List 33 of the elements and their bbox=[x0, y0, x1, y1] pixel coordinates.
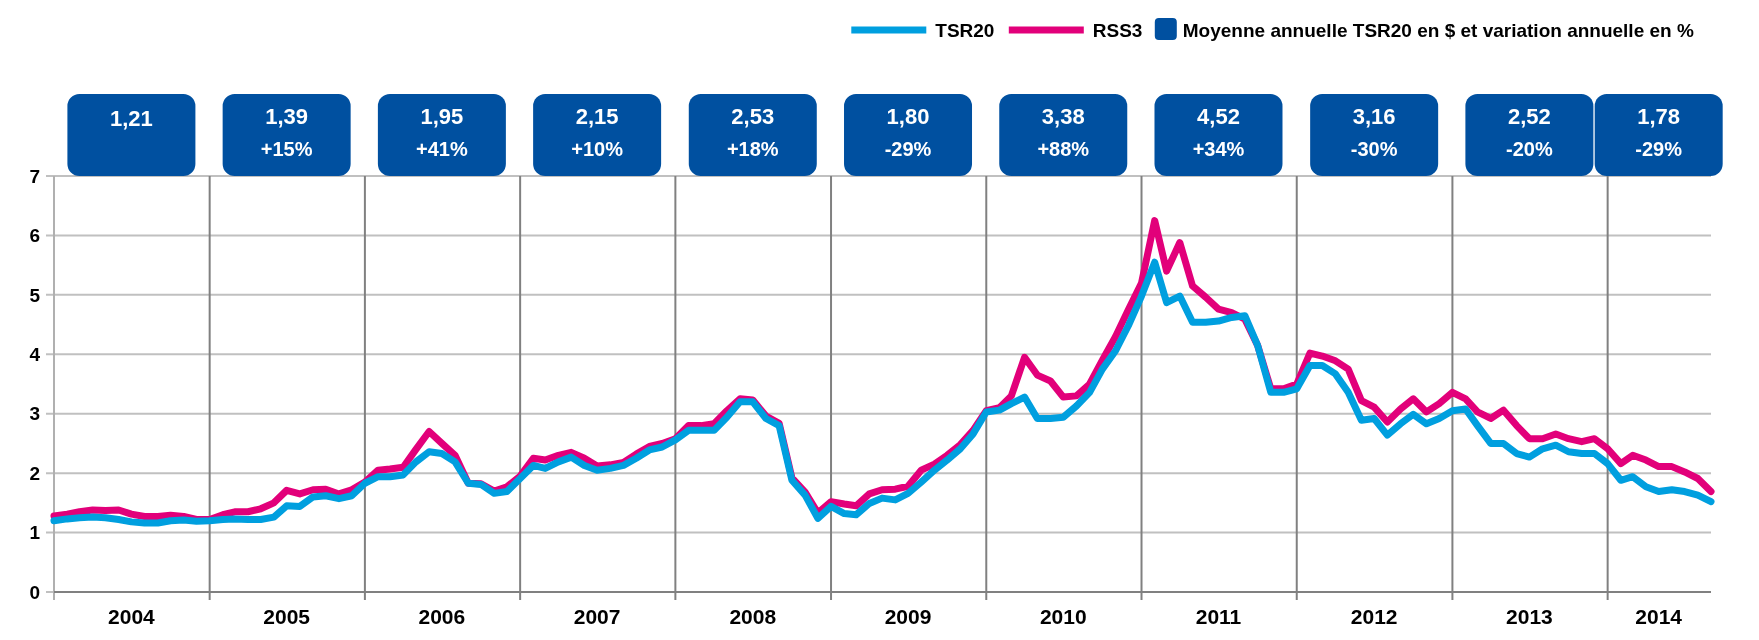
y-tick-label: 6 bbox=[29, 225, 40, 247]
x-tick-label: 2005 bbox=[263, 605, 311, 628]
x-tick-label: 2011 bbox=[1195, 605, 1242, 628]
text: 1,78 -29% bbox=[1635, 104, 1683, 160]
text: 2,15 +10% bbox=[571, 104, 624, 160]
text: Moyenne annuelle TSR20 en $ et variation annuelle en % bbox=[1182, 20, 1694, 41]
text: 1,95 +41% bbox=[416, 104, 468, 160]
y-tick-label: 4 bbox=[29, 343, 41, 365]
x-tick-label: 2010 bbox=[1039, 605, 1087, 628]
legend-label: RSS3 bbox=[1092, 20, 1143, 41]
text: 2,52 -20% bbox=[1506, 104, 1553, 160]
y-tick-label: 0 bbox=[29, 581, 40, 603]
text: 1,39 +15% bbox=[260, 104, 313, 160]
x-tick-label: 2013 bbox=[1506, 605, 1553, 628]
x-tick-label: 2007 bbox=[573, 605, 621, 628]
y-tick-label: 7 bbox=[29, 165, 40, 187]
x-tick-label: 2012 bbox=[1350, 605, 1398, 628]
y-tick-label: 2 bbox=[29, 462, 40, 484]
y-tick-label: 1 bbox=[29, 522, 41, 544]
legend-label: TSR20 bbox=[935, 20, 995, 41]
x-tick-label: 2006 bbox=[418, 605, 466, 628]
text: 1,80 -29% bbox=[884, 104, 932, 160]
x-tick-label: 2004 bbox=[108, 605, 156, 628]
text: 3,38 +88% bbox=[1037, 104, 1090, 160]
y-tick-label: 3 bbox=[29, 403, 40, 425]
text: 4,52 +34% bbox=[1192, 104, 1245, 160]
text: 3,16 -30% bbox=[1350, 104, 1398, 160]
text: 2,53 +18% bbox=[726, 104, 779, 160]
y-tick-label: 5 bbox=[29, 284, 41, 306]
x-tick-label: 2009 bbox=[884, 605, 932, 628]
x-tick-label: 2014 bbox=[1635, 605, 1683, 628]
text: 1,21 bbox=[109, 106, 153, 131]
x-tick-label: 2008 bbox=[729, 605, 777, 628]
